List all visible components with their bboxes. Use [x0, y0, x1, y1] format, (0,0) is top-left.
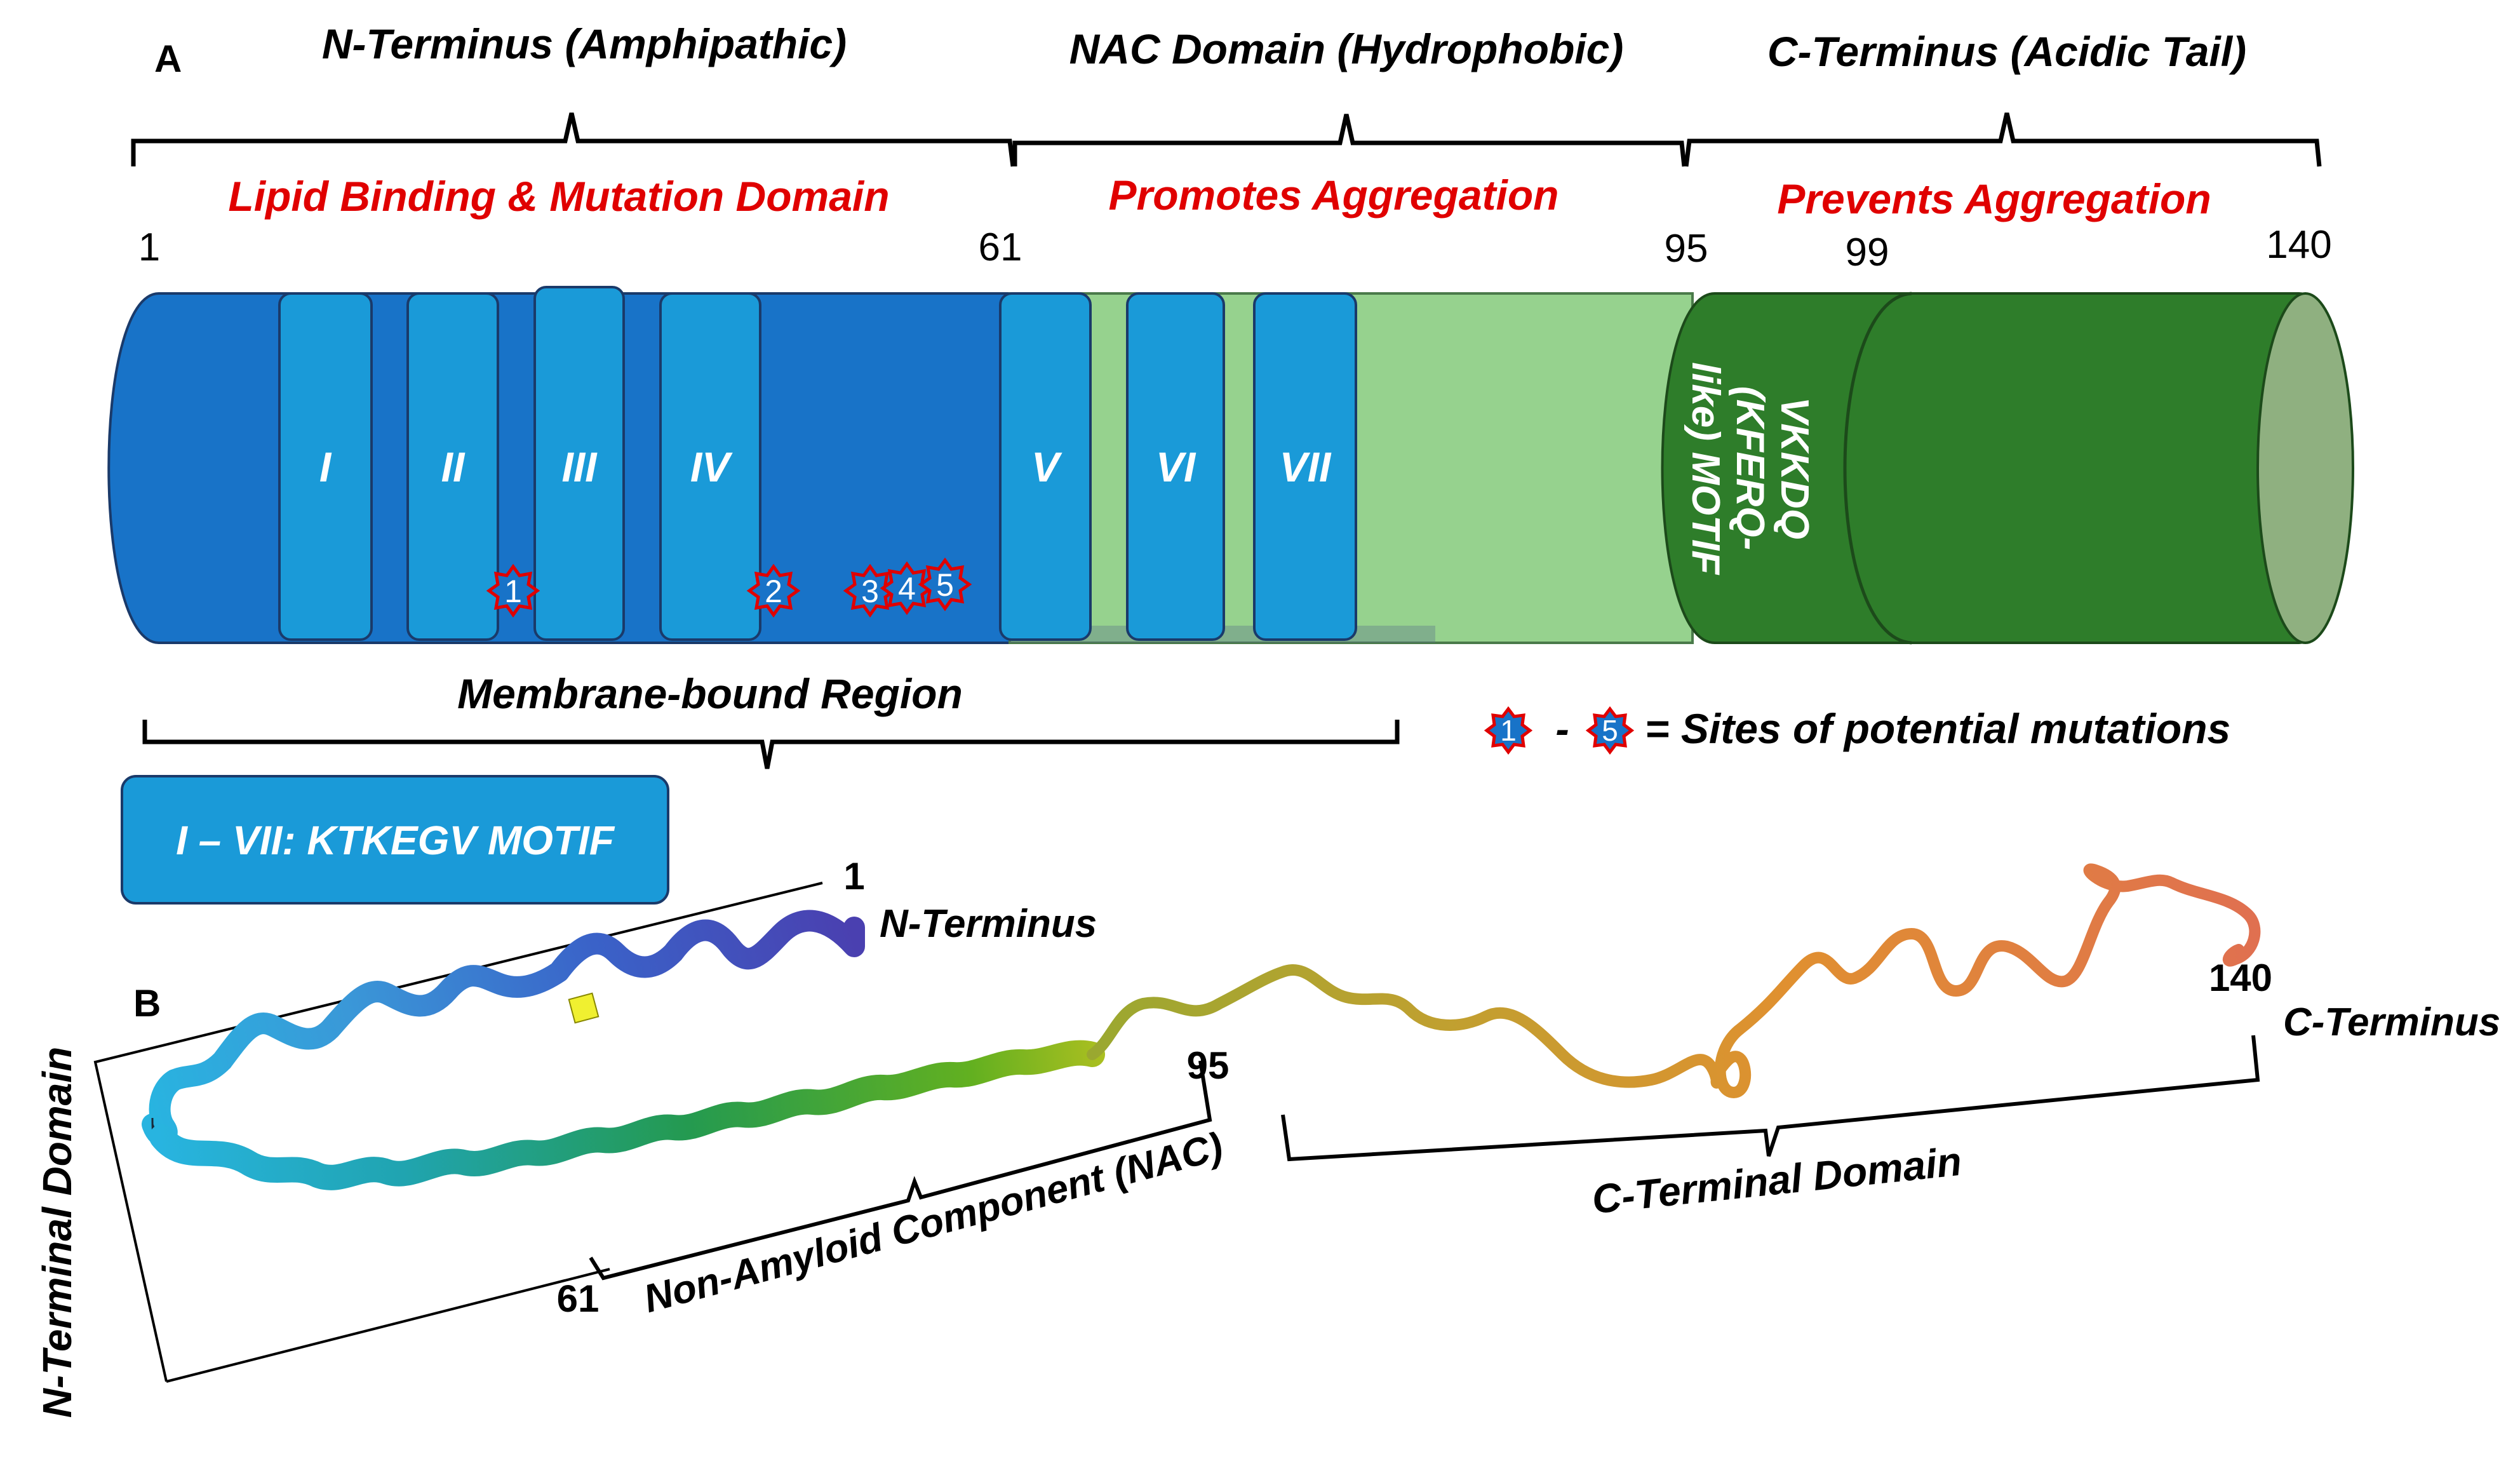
legend-site-to: 5	[1602, 714, 1618, 747]
structure-pos-1: 1	[843, 855, 864, 898]
structure-pos-95: 95	[1187, 1044, 1230, 1087]
repeat-label-VI: VI	[1156, 443, 1196, 490]
mutation-site-2: 2	[746, 563, 801, 618]
nac-domain-role: Promotes Aggregation	[1109, 172, 1559, 219]
repeat-box-V	[999, 292, 1092, 641]
c-terminal-brace	[1281, 1035, 2260, 1162]
repeat-labels: I II III IV V VI VII	[319, 443, 1332, 490]
c-terminal-disordered-chain	[1087, 863, 2261, 1098]
nac-domain-brace	[1012, 114, 1687, 167]
legend-text: = Sites of potential mutations	[1645, 705, 2230, 752]
position-61: 61	[979, 225, 1022, 269]
repeat-label-IV: IV	[690, 443, 733, 490]
repeat-label-II: II	[441, 443, 466, 490]
n-terminus-role: Lipid Binding & Mutation Domain	[228, 173, 889, 220]
motif-line-3: like) MOTIF	[1684, 362, 1727, 575]
membrane-region-brace	[142, 720, 1400, 769]
mutation-site-5: 5	[918, 557, 972, 612]
ktkegv-motif-label: I – VII: KTKEGV MOTIF	[176, 817, 615, 863]
repeat-boxes	[278, 286, 1357, 641]
panel-a-label: A	[154, 37, 182, 80]
c-terminus-role: Prevents Aggregation	[1777, 175, 2211, 222]
position-99: 99	[1846, 231, 1889, 274]
n-terminus-brace	[131, 112, 1015, 167]
position-140: 140	[2266, 223, 2331, 267]
c-terminus-title: C-Terminus (Acidic Tail)	[1767, 28, 2246, 75]
structure-c-terminal-domain: C-Terminal Domain	[1590, 1138, 1964, 1223]
repeat-label-VII: VII	[1280, 443, 1332, 490]
mutation-site-2-number: 2	[765, 574, 782, 609]
position-99-separator	[1843, 292, 1912, 645]
motif-line-1: VKKDQ	[1773, 397, 1816, 539]
nac-brace	[589, 1060, 1212, 1281]
legend-site-from: 1	[1500, 714, 1517, 747]
legend-dash: -	[1555, 706, 1569, 752]
repeat-box-VII	[1253, 292, 1357, 641]
structure-pos-140: 140	[2209, 957, 2272, 999]
repeat-label-I: I	[319, 443, 332, 490]
panel-b-label: B	[133, 982, 161, 1025]
repeat-box-III	[533, 286, 625, 641]
mutation-legend: 1 - 5 = Sites of potential mutations	[1484, 705, 2230, 755]
cylinder-end-cap	[2256, 292, 2354, 644]
legend-star-1: 1	[1484, 706, 1533, 755]
motif-line-2: (KFERQ-	[1728, 386, 1772, 550]
n-terminal-helix	[142, 910, 865, 1148]
mutation-site-3: 3	[843, 563, 897, 618]
repeat-box-I	[278, 292, 373, 641]
mutation-site-4-number: 4	[898, 571, 916, 607]
structure-nac-label: Non-Amyloid Component (NAC)	[640, 1124, 1228, 1321]
nac-domain-title: NAC Domain (Hydrophobic)	[1069, 25, 1624, 72]
repeat-box-IV	[659, 292, 761, 641]
ktkegv-motif-box	[121, 775, 669, 905]
legend-star-5: 5	[1585, 706, 1635, 755]
n-terminal-box-bottom	[166, 1268, 610, 1383]
structure-n-terminus: N-Terminus	[880, 902, 1097, 946]
highlight-residue	[568, 992, 600, 1024]
kferq-motif-label: VKKDQ (KFERQ- like) MOTIF	[1684, 362, 1816, 575]
repeat-box-VI	[1126, 292, 1225, 641]
structure-n-terminal-domain: N-Terminal Domain	[34, 1047, 80, 1418]
structure-pos-61: 61	[557, 1277, 600, 1320]
repeat-label-III: III	[561, 443, 598, 490]
repeat-box-II	[406, 292, 499, 641]
mutation-site-4: 4	[880, 561, 934, 616]
position-1: 1	[138, 225, 160, 269]
membrane-region-label: Membrane-bound Region	[457, 670, 963, 717]
mutation-site-1: 1	[486, 563, 540, 618]
mutation-sites: 1 2 3 4 5	[486, 557, 972, 618]
position-95: 95	[1665, 227, 1708, 271]
mutation-site-5-number: 5	[936, 567, 954, 603]
n-terminus-title: N-Terminus (Amphipathic)	[322, 20, 847, 67]
repeat-label-V: V	[1031, 443, 1062, 490]
structure-c-terminus: C-Terminus	[2283, 1000, 2500, 1044]
mutation-site-3-number: 3	[861, 574, 879, 609]
nac-helix	[149, 1040, 1105, 1190]
c-terminus-brace	[1684, 112, 2322, 167]
mutation-site-1-number: 1	[504, 574, 522, 609]
